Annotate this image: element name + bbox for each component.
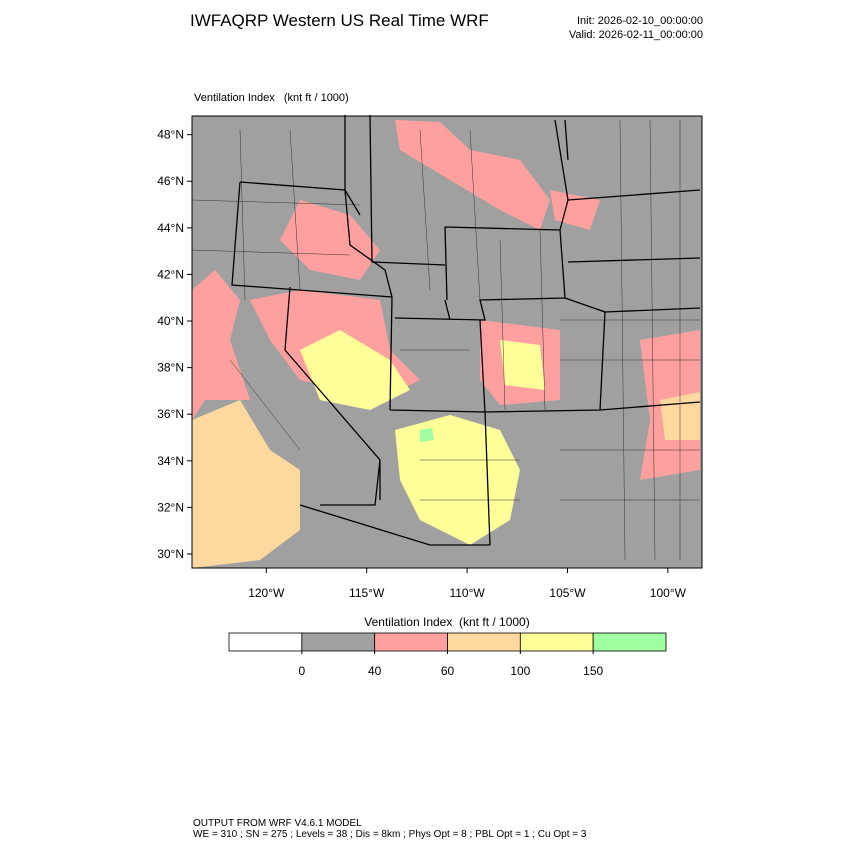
- shaded-area: [420, 428, 434, 442]
- colorbar: Ventilation Index (knt ft / 1000) 0 40 60 1…: [228, 615, 667, 678]
- shaded-area: [500, 340, 545, 390]
- y-tick-label: 48°N: [157, 128, 184, 142]
- shaded-area: [192, 270, 250, 420]
- shaded-area: [280, 200, 380, 280]
- colorbar-box: [519, 632, 594, 652]
- y-tick-label: 32°N: [157, 500, 184, 514]
- state-borders: [231, 114, 701, 546]
- map-frame: [191, 115, 703, 569]
- colorbar-tick-label: 0: [298, 664, 305, 678]
- title: IWFAQRP Western US Real Time WRF: [190, 11, 489, 30]
- field-label: Ventilation Index (knt ft / 1000): [194, 92, 349, 104]
- y-tick-label: 40°N: [157, 314, 184, 328]
- x-tick-label: 120°W: [248, 586, 285, 600]
- init-time: Init: 2026-02-10_00:00:00: [577, 15, 703, 27]
- y-tick-label: 38°N: [157, 361, 184, 375]
- y-tick-label: 34°N: [157, 454, 184, 468]
- footer-line: OUTPUT FROM WRF V4.6.1 MODEL: [193, 818, 362, 829]
- y-tick-label: 44°N: [157, 221, 184, 235]
- colorbar-tick-label: 40: [368, 664, 382, 678]
- x-tick-label: 110°W: [449, 586, 485, 600]
- colorbar-box: [374, 632, 448, 652]
- county-lines: [191, 119, 700, 561]
- map: 120°W 115°W 110°W 105°W 100°W 30°N 32°N 34°N 36°…: [157, 114, 703, 600]
- colorbar-box: [228, 632, 303, 652]
- y-tick-label: 46°N: [157, 174, 184, 188]
- colorbar-box: [447, 632, 521, 652]
- shaded-area: [200, 420, 250, 480]
- y-tick-label: 42°N: [157, 267, 184, 281]
- x-tick-label: 115°W: [349, 586, 385, 600]
- x-tick-label: 100°W: [650, 586, 687, 600]
- colorbar-box: [301, 632, 376, 652]
- x-tick-label: 105°W: [549, 586, 586, 600]
- y-tick-label: 36°N: [157, 407, 184, 421]
- footer-line: WE = 310 ; SN = 275 ; Levels = 38 ; Dis …: [193, 829, 587, 840]
- shaded-area: [300, 330, 410, 410]
- valid-time: Valid: 2026-02-11_00:00:00: [569, 29, 703, 41]
- colorbar-tick-label: 100: [510, 664, 530, 678]
- y-tick-label: 30°N: [157, 547, 184, 561]
- colorbar-title: Ventilation Index (knt ft / 1000): [364, 615, 529, 629]
- colorbar-tick-label: 60: [441, 664, 455, 678]
- colorbar-tick-label: 150: [583, 664, 603, 678]
- colorbar-box: [592, 632, 667, 652]
